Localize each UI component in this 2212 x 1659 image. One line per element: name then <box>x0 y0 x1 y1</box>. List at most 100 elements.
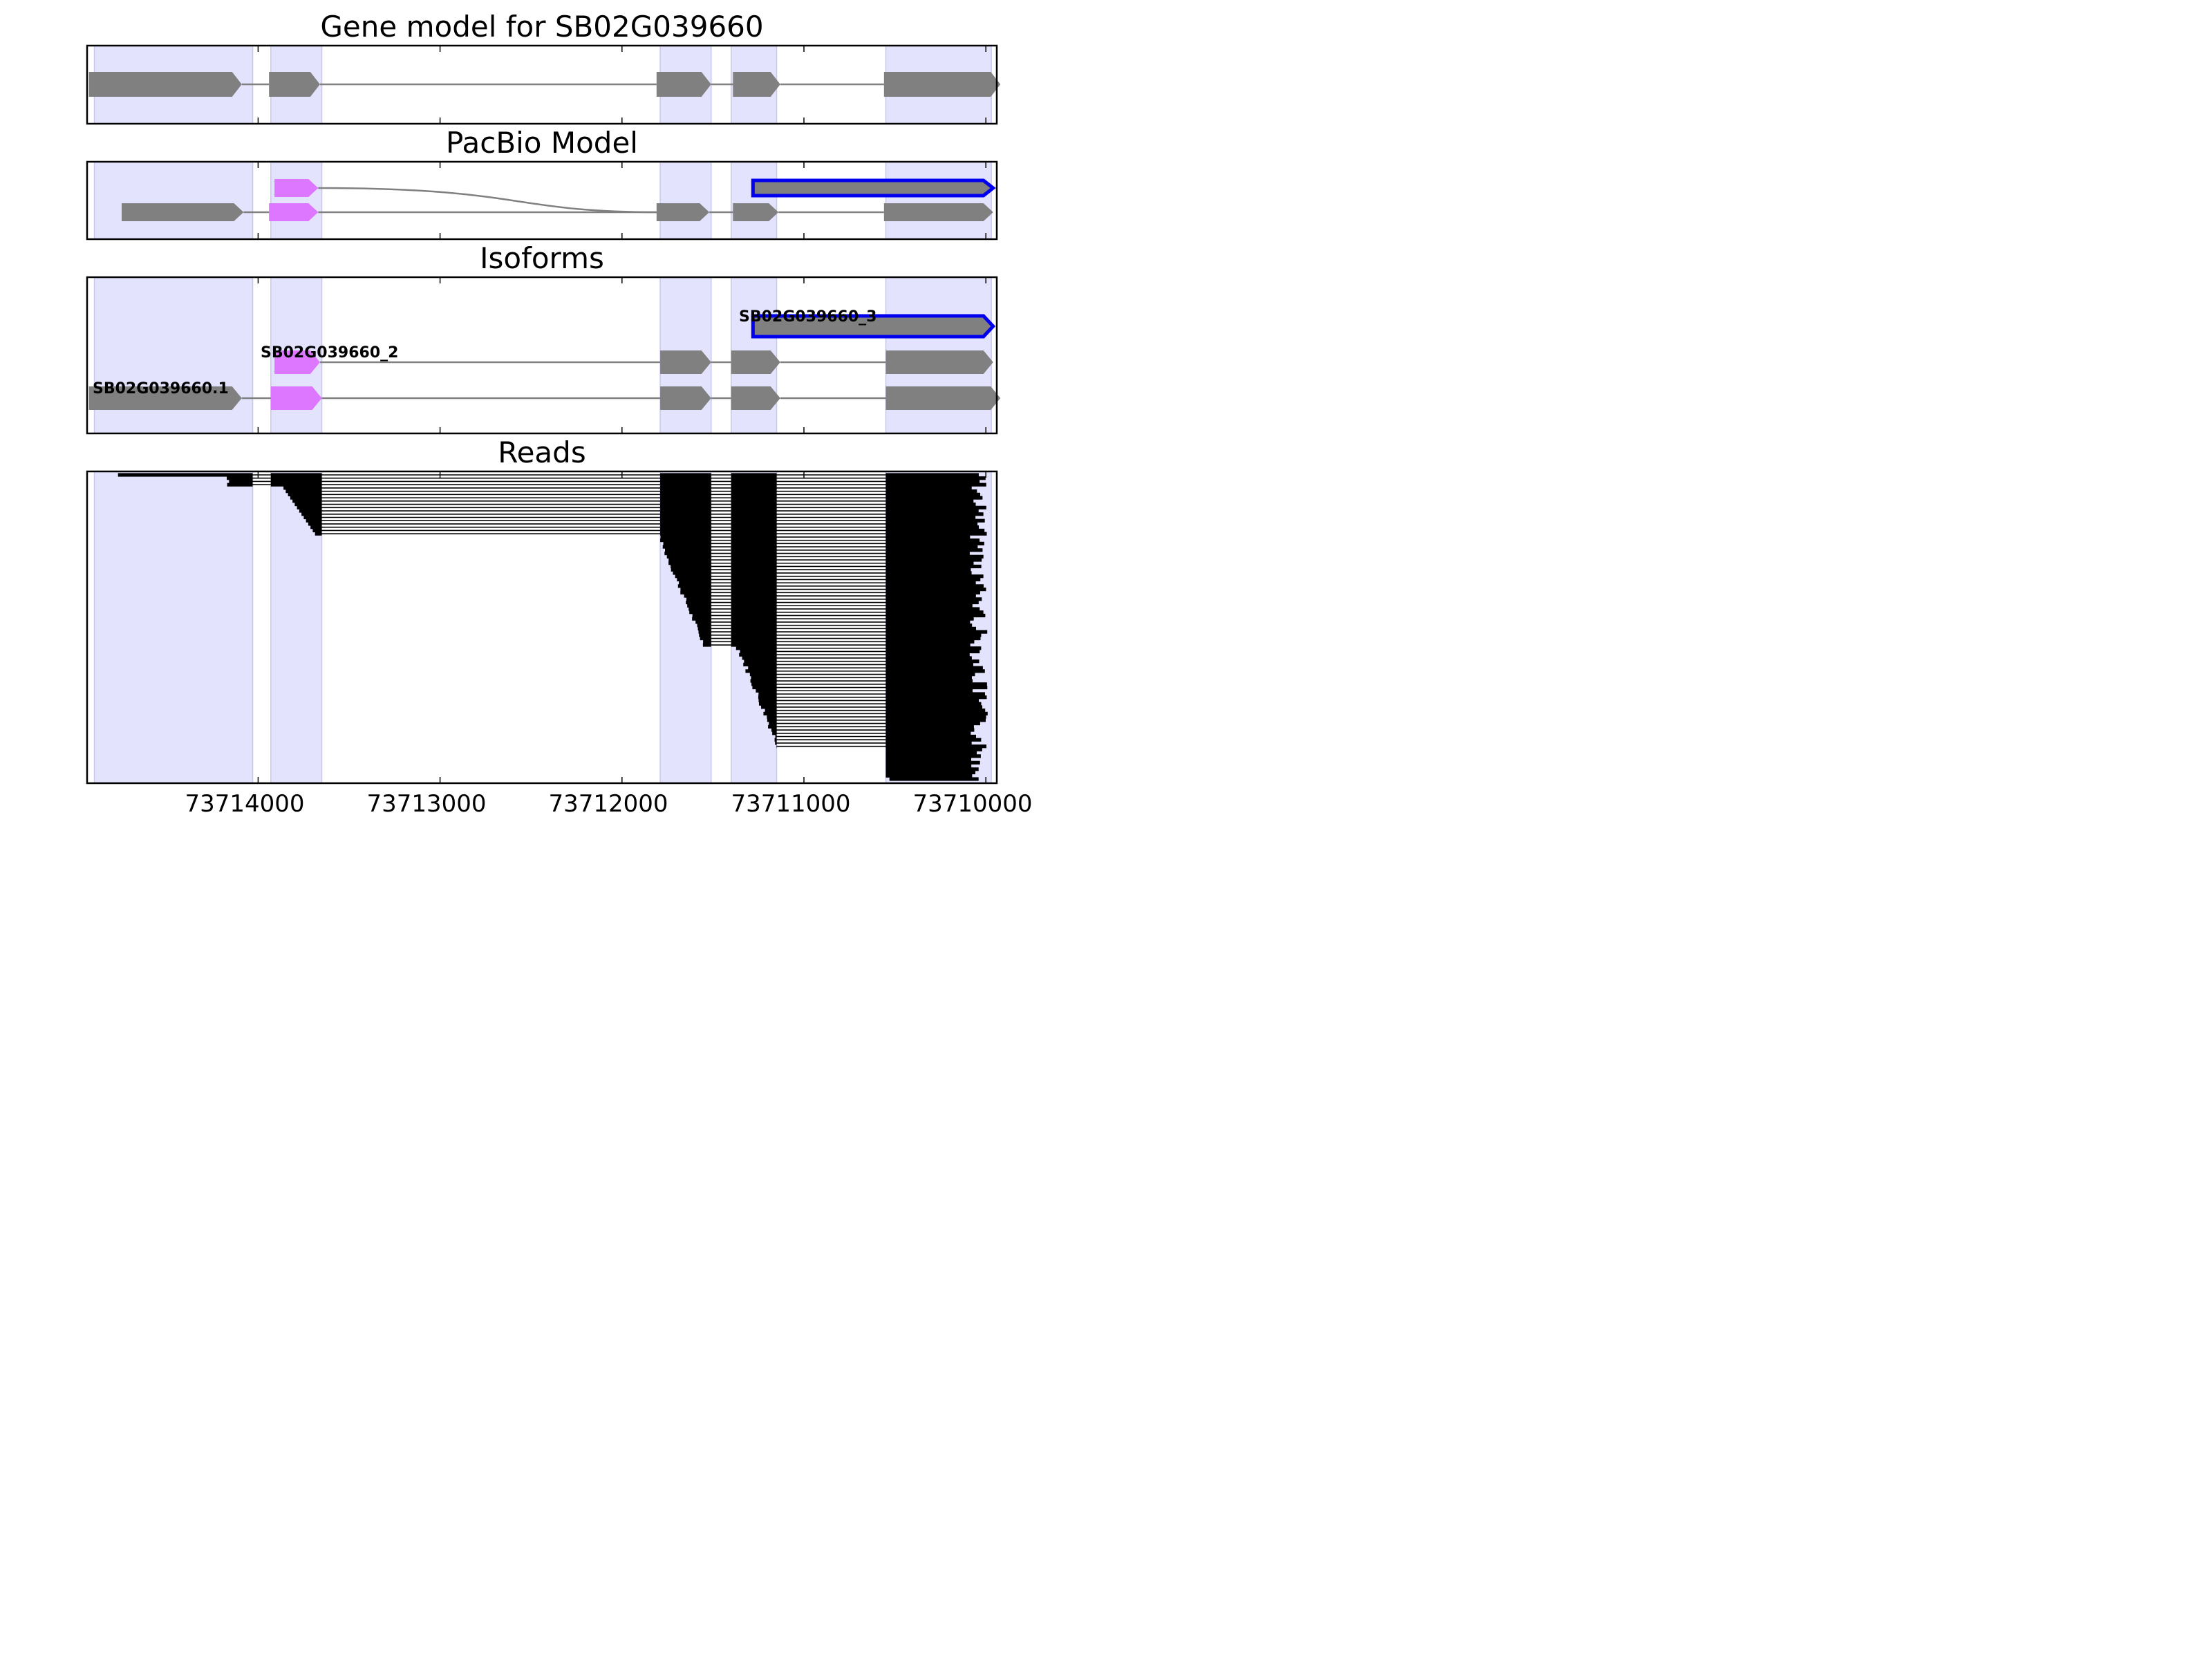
read-block <box>660 518 711 523</box>
read-block <box>731 489 777 494</box>
read-track <box>689 610 984 615</box>
read-block <box>885 568 971 572</box>
read-block <box>731 639 777 644</box>
read-track <box>680 587 986 592</box>
read-block <box>731 525 777 529</box>
read-block <box>885 522 978 526</box>
read-block <box>673 571 711 575</box>
read-block <box>885 643 971 647</box>
read-block <box>739 653 777 657</box>
read-track <box>671 564 982 569</box>
x-tick-label: 73711000 <box>731 790 851 818</box>
read-block <box>885 649 980 654</box>
exon-arrow <box>656 203 710 221</box>
read-track <box>771 728 975 732</box>
read-block <box>308 522 322 526</box>
x-tick-label: 73712000 <box>548 790 668 818</box>
read-block <box>885 698 979 703</box>
read-block <box>292 499 322 503</box>
read-block <box>697 626 711 630</box>
read-track <box>227 482 986 487</box>
read-block <box>731 538 777 543</box>
read-block <box>660 528 711 533</box>
read-track <box>299 509 979 513</box>
read-block <box>885 636 981 641</box>
read-track <box>668 558 982 562</box>
read-block <box>885 675 972 679</box>
read-block <box>301 512 322 516</box>
read-block <box>885 659 980 664</box>
read-block <box>885 590 980 594</box>
read-track <box>756 688 973 693</box>
read-block <box>731 624 777 628</box>
exon-arrow <box>885 350 993 374</box>
read-track <box>677 584 984 588</box>
exon-region-band <box>93 471 254 784</box>
read-block <box>885 669 985 673</box>
read-track <box>751 682 987 686</box>
read-block <box>692 613 711 618</box>
read-track <box>660 535 971 539</box>
read-block <box>671 568 711 572</box>
read-block <box>660 492 711 496</box>
x-tick-label: 73714000 <box>185 790 305 818</box>
read-block <box>749 673 777 677</box>
read-block <box>885 499 974 503</box>
read-block <box>885 518 985 523</box>
read-block <box>731 545 777 549</box>
read-block <box>885 679 973 683</box>
read-track <box>308 522 978 526</box>
read-block <box>740 649 777 654</box>
read-track <box>680 590 980 594</box>
read-block <box>731 594 777 598</box>
read-block <box>885 705 983 709</box>
read-track <box>306 518 985 523</box>
read-block <box>885 532 987 536</box>
read-block <box>885 653 970 657</box>
read-block <box>660 512 711 516</box>
read-track <box>885 767 979 771</box>
read-block <box>885 738 982 742</box>
read-track <box>660 538 980 543</box>
read-block <box>227 482 253 487</box>
read-block <box>885 603 973 608</box>
read-block <box>299 509 322 513</box>
read-track <box>668 561 974 565</box>
read-block <box>885 597 982 601</box>
read-block <box>660 486 711 490</box>
read-block <box>885 760 980 765</box>
read-track <box>665 548 983 552</box>
read-block <box>758 692 777 696</box>
read-block <box>660 482 711 487</box>
read-block <box>687 603 711 608</box>
read-block <box>689 610 711 615</box>
read-block <box>885 528 985 533</box>
read-block <box>885 630 988 634</box>
read-block <box>663 541 711 545</box>
read-block <box>885 639 975 644</box>
isoform-label: SB02G039660.1 <box>93 380 229 397</box>
read-track <box>775 741 972 745</box>
read-track <box>758 702 982 706</box>
read-block <box>665 548 711 552</box>
read-track <box>768 724 974 729</box>
read-block <box>731 574 777 579</box>
read-block <box>885 607 980 611</box>
read-block <box>700 636 711 641</box>
read-track <box>686 597 982 601</box>
exon-arrow <box>883 203 993 221</box>
read-block <box>731 633 777 637</box>
read-track <box>697 626 976 630</box>
exon-arrow <box>269 72 320 97</box>
read-block <box>731 607 777 611</box>
pacbio-model-title: PacBio Model <box>446 126 638 160</box>
read-block <box>703 639 711 644</box>
read-block <box>885 711 988 715</box>
read-block <box>885 525 980 529</box>
read-block <box>885 764 972 768</box>
intron-curve <box>318 187 661 214</box>
read-block <box>765 709 777 713</box>
read-track <box>774 738 982 742</box>
read-track <box>885 764 972 768</box>
exon-arrow <box>733 203 779 221</box>
